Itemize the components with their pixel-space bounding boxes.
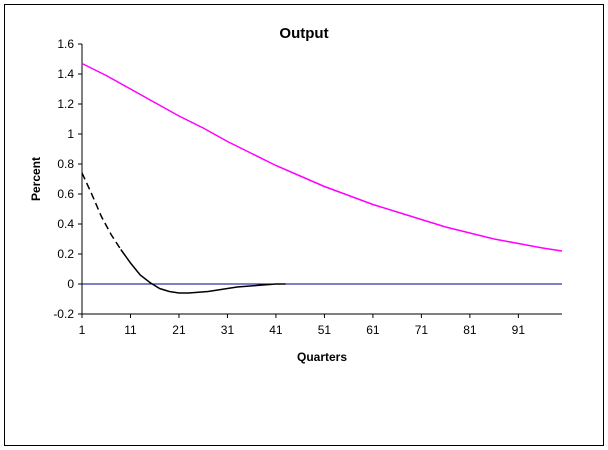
chart-frame <box>4 4 604 446</box>
ticks-group: -0.200.20.40.60.811.21.41.61 11 21 31 41 51 61… <box>53 37 525 337</box>
x-tick-label: 31 <box>221 323 235 337</box>
x-tick-label: 21 <box>172 323 186 337</box>
x-tick-label: 61 <box>366 323 380 337</box>
x-tick-label: 41 <box>269 323 283 337</box>
y-tick-label: 1 <box>67 127 74 141</box>
x-tick-label: 51 <box>318 323 332 337</box>
y-tick-label: 0.2 <box>57 247 74 261</box>
x-tick-label: 71 <box>415 323 429 337</box>
x-tick-label: 11 <box>124 323 137 337</box>
y-tick-label: 1.4 <box>57 67 74 81</box>
y-tick-label: 1.6 <box>57 37 74 51</box>
x-tick-label: 91 <box>512 323 526 337</box>
series-group <box>81 62 563 294</box>
y-axis-title: Percent <box>29 157 43 201</box>
y-tick-label: 0.6 <box>57 187 74 201</box>
series-line-1 <box>81 172 122 250</box>
x-axis-title: Quarters <box>297 350 347 364</box>
axes-group <box>81 44 562 315</box>
y-tick-label: -0.2 <box>53 307 74 321</box>
y-tick-label: 0.8 <box>57 157 74 171</box>
chart-title: Output <box>279 25 328 42</box>
x-tick-label: 1 <box>79 323 86 337</box>
y-tick-label: 0.4 <box>57 217 74 231</box>
series-line-2 <box>120 249 286 294</box>
y-tick-label: 1.2 <box>57 97 74 111</box>
y-tick-label: 0 <box>67 277 74 291</box>
x-tick-label: 81 <box>463 323 477 337</box>
series-line-0 <box>81 62 563 252</box>
